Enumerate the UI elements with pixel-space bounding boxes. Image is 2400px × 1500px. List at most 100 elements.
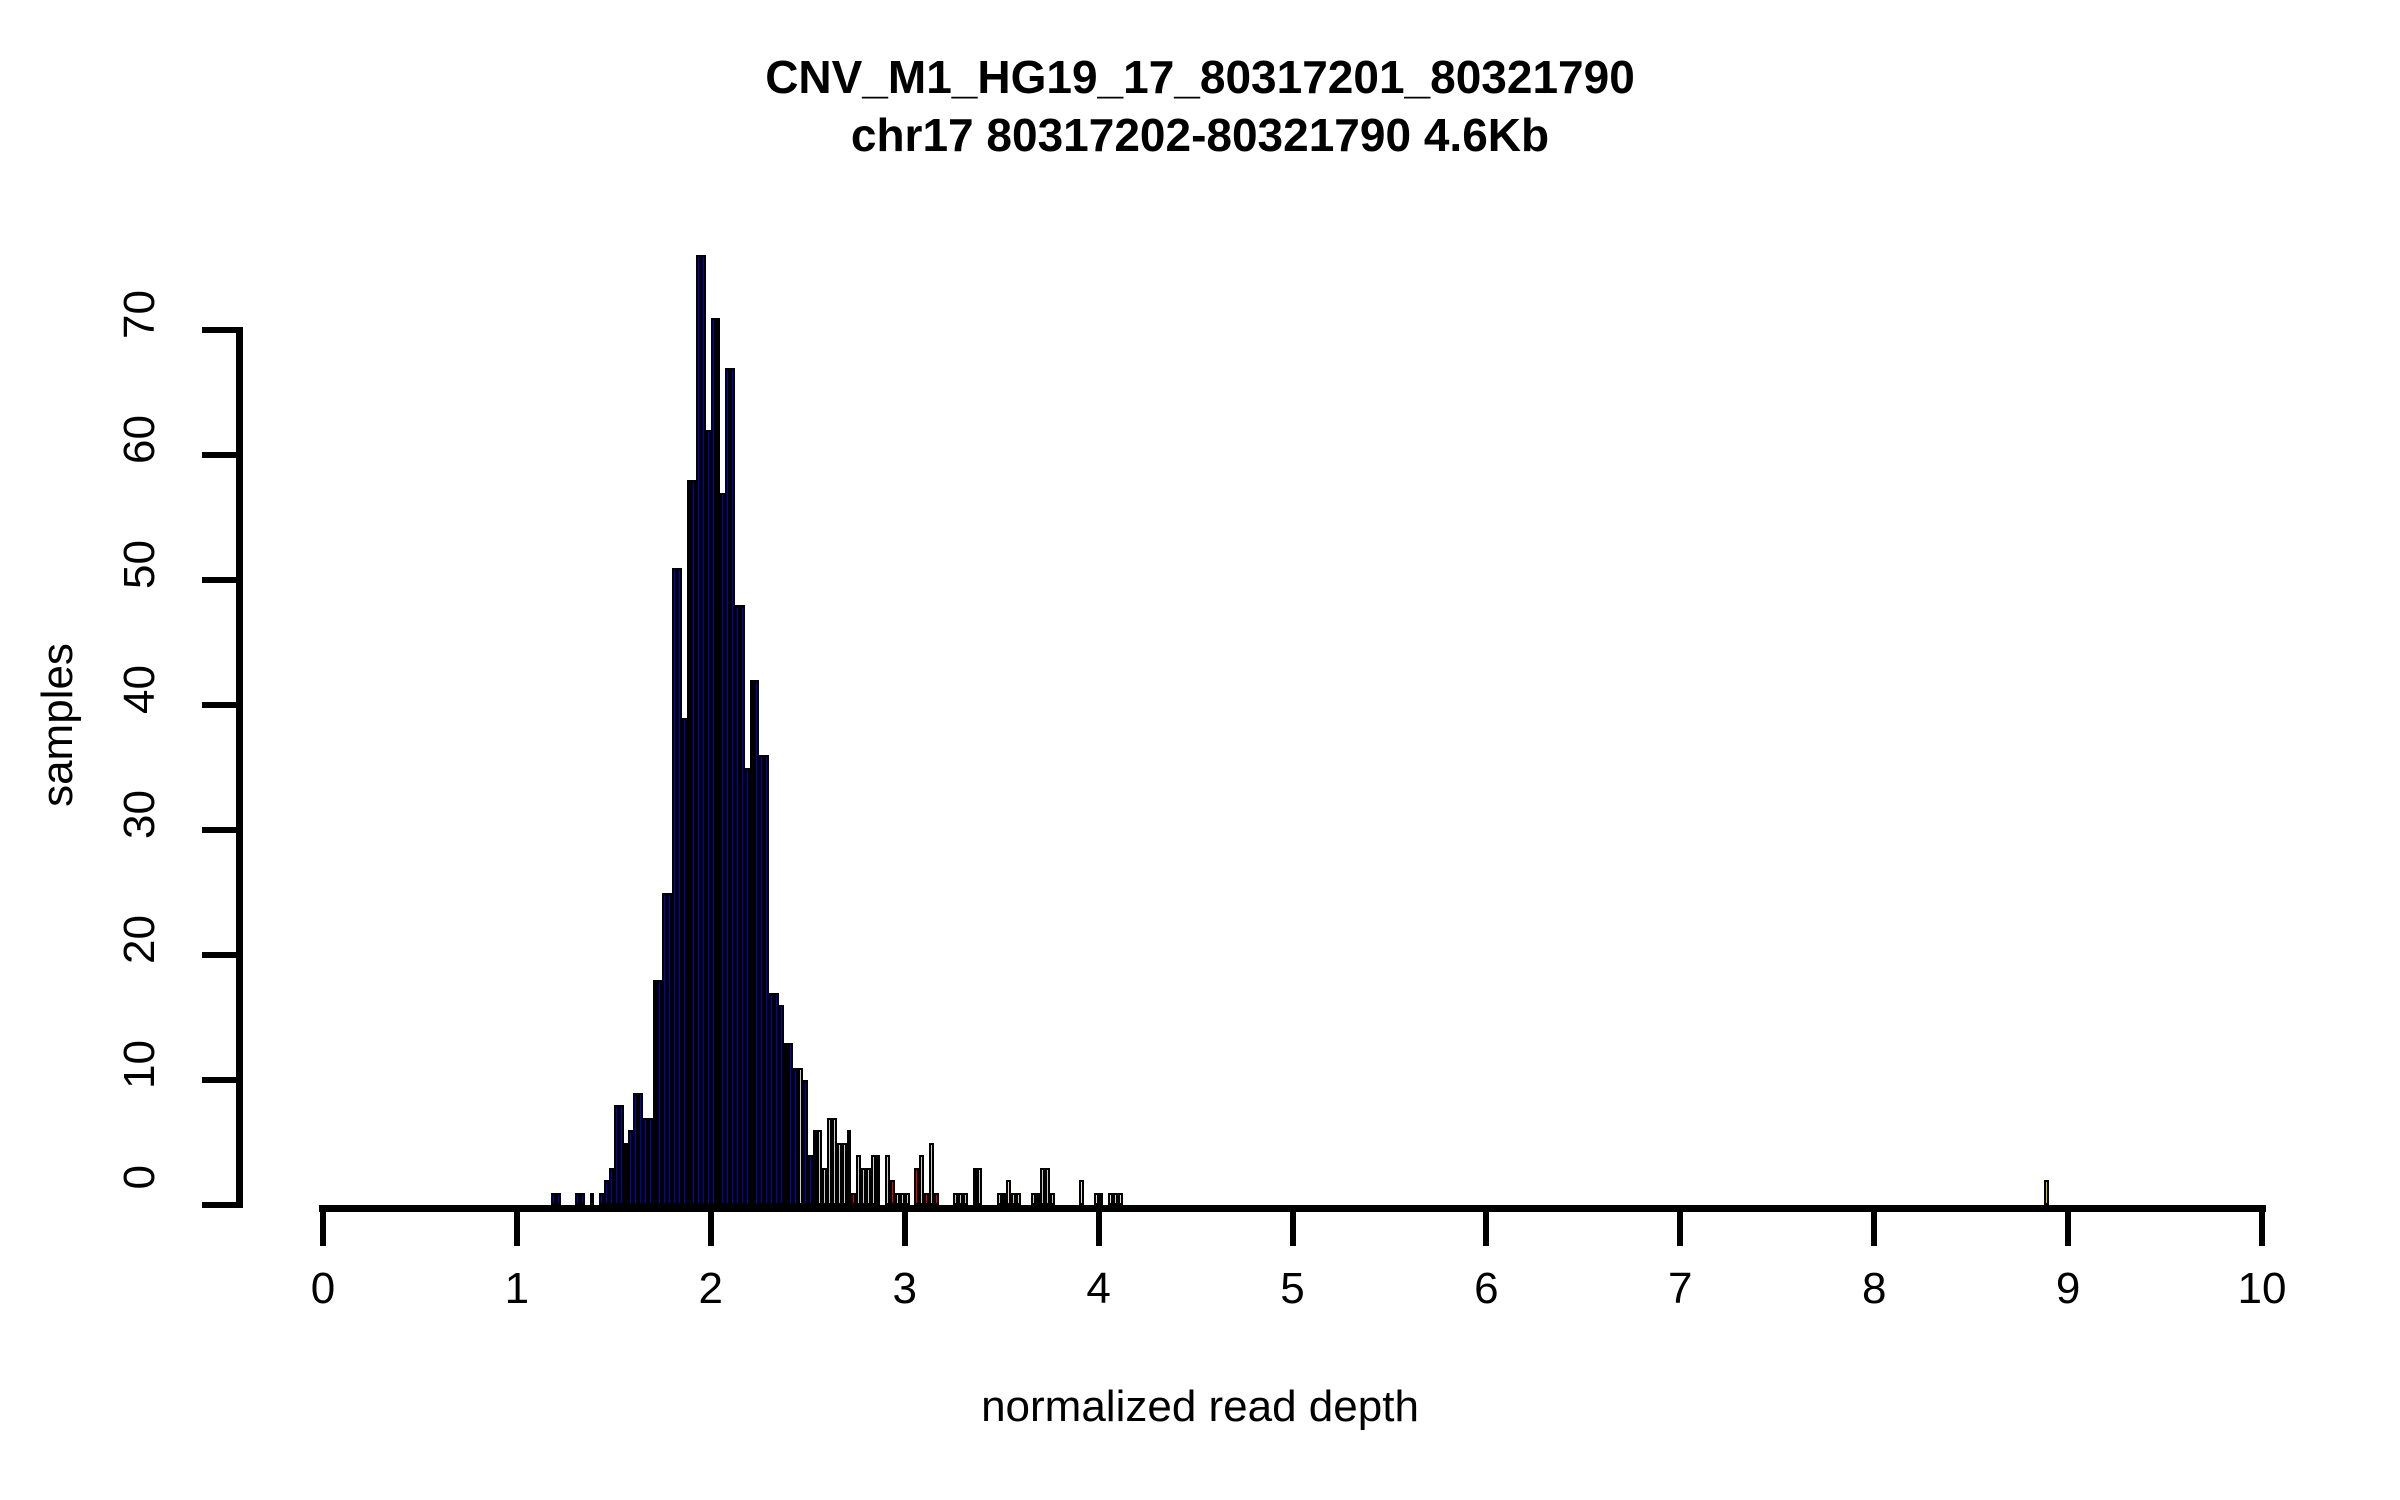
histogram-bar <box>550 1192 556 1205</box>
axis-tick <box>2259 1212 2265 1246</box>
histogram-bar <box>827 1117 832 1205</box>
histogram-bar <box>851 1192 857 1205</box>
histogram-bar <box>1011 1192 1017 1205</box>
axis-rule <box>202 577 236 583</box>
y-tick-label: 10 <box>115 1040 164 1089</box>
y-tick-label: 30 <box>115 790 164 839</box>
histogram-bar <box>618 1105 624 1205</box>
histogram-bar <box>739 605 745 1205</box>
histogram-bar <box>589 1192 595 1205</box>
histogram-bar <box>788 1042 794 1205</box>
histogram-bar <box>846 1130 852 1205</box>
y-axis-title: samples <box>33 643 82 807</box>
axis-tick <box>320 1212 326 1246</box>
histogram-bar <box>705 430 711 1205</box>
axis-rule <box>202 827 236 833</box>
axis-tick <box>707 1212 714 1246</box>
x-axis-title: normalized read depth <box>981 1382 1419 1431</box>
axis-rule <box>202 1077 236 1083</box>
histogram-bar <box>744 767 750 1205</box>
axis-rule <box>202 1202 236 1208</box>
x-tick-label: 10 <box>2237 1264 2287 1313</box>
histogram-bar <box>1108 1192 1114 1205</box>
histogram-bar <box>1001 1192 1007 1205</box>
histogram-bar <box>652 980 658 1205</box>
histogram-bar <box>1093 1192 1099 1205</box>
histogram-bar <box>725 367 731 1205</box>
histogram-bar <box>623 1142 629 1205</box>
histogram-bar <box>914 1167 920 1205</box>
histogram-bar <box>875 1155 881 1205</box>
histogram-bar <box>710 317 716 1205</box>
histogram-bar <box>812 1130 818 1205</box>
histogram-bar <box>609 1167 614 1205</box>
x-tick-label: 7 <box>1668 1264 1693 1313</box>
histogram-bar <box>856 1155 862 1205</box>
histogram-bar <box>662 892 668 1205</box>
histogram-bar <box>1098 1192 1104 1205</box>
histogram-bar <box>802 1080 808 1205</box>
x-tick-label: 3 <box>892 1264 917 1313</box>
histogram-bar <box>798 1067 803 1205</box>
histogram-bar <box>575 1192 580 1205</box>
histogram-bar <box>1050 1192 1055 1205</box>
histogram-bar <box>817 1130 823 1205</box>
chart-title: CNV_M1_HG19_17_80317201_80321790 chr17 8… <box>0 48 2400 164</box>
axis-tick <box>513 1212 520 1246</box>
histogram-bar <box>628 1130 634 1205</box>
x-tick-label: 5 <box>1280 1264 1305 1313</box>
histogram-bar <box>822 1167 828 1205</box>
histogram-bar <box>764 755 769 1205</box>
chart-title-line1: CNV_M1_HG19_17_80317201_80321790 <box>765 51 1635 103</box>
axis-rule <box>202 702 236 708</box>
axis-tick <box>901 1212 908 1246</box>
histogram-bar <box>686 480 692 1205</box>
histogram-bar <box>579 1192 585 1205</box>
axis-tick <box>2065 1212 2072 1246</box>
axis-rule <box>319 1205 2266 1212</box>
histogram-bar <box>996 1192 1002 1205</box>
y-tick-label: 60 <box>115 415 164 464</box>
x-tick-label: 0 <box>310 1264 336 1313</box>
y-tick-label: 70 <box>115 290 164 339</box>
chart-title-line2: chr17 80317202-80321790 4.6Kb <box>850 109 1550 161</box>
y-tick-label: 50 <box>115 540 164 589</box>
histogram-bar <box>599 1192 605 1205</box>
histogram-bar <box>701 255 706 1205</box>
histogram-bar <box>895 1192 900 1205</box>
x-tick-label: 8 <box>1861 1264 1887 1313</box>
histogram-bar <box>773 992 779 1205</box>
histogram-bar <box>647 1117 653 1205</box>
histogram-bar <box>831 1117 837 1205</box>
histogram-bar <box>1016 1192 1022 1205</box>
histogram-bar <box>672 567 677 1205</box>
axis-rule <box>202 452 236 458</box>
histogram-bar <box>953 1192 959 1205</box>
histogram-bar <box>904 1192 910 1205</box>
histogram-bar <box>793 1067 799 1205</box>
histogram-bar <box>642 1117 648 1205</box>
y-tick-label: 20 <box>115 915 164 964</box>
histogram-bar <box>555 1192 561 1205</box>
histogram-bar <box>865 1167 871 1205</box>
histogram-bar <box>735 605 740 1205</box>
histogram-bar <box>1030 1192 1036 1205</box>
histogram-bar <box>1117 1192 1123 1205</box>
histogram-bar <box>613 1105 619 1205</box>
histogram-bar <box>759 755 765 1205</box>
histogram-bar <box>1006 1180 1012 1205</box>
histogram-bar <box>754 680 760 1205</box>
histogram-bar <box>928 1142 934 1205</box>
histogram-bar <box>749 680 755 1205</box>
histogram-bar <box>924 1192 929 1205</box>
axis-tick <box>1677 1212 1684 1246</box>
histogram-bar <box>972 1167 978 1205</box>
histogram-bar <box>1040 1167 1046 1205</box>
histogram-bar <box>730 367 736 1205</box>
y-tick-label: 40 <box>115 665 164 714</box>
y-tick-label: 0 <box>115 1165 164 1190</box>
histogram-bar <box>885 1155 891 1205</box>
histogram-bar <box>962 1192 968 1205</box>
